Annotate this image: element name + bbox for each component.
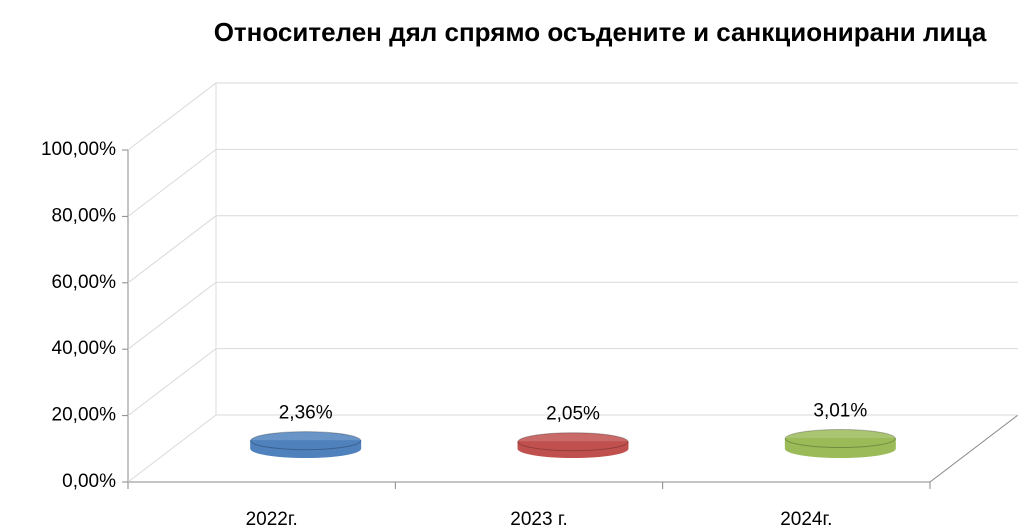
x-tick-label: 2022г.	[246, 509, 298, 526]
y-tick-label: 0,00%	[62, 471, 116, 492]
chart-title: Относителен дял спрямо осъдените и санкц…	[213, 17, 987, 47]
grid-line	[127, 148, 1018, 217]
grid-line	[127, 281, 1018, 350]
bar	[784, 429, 896, 458]
y-tick-label: 60,00%	[52, 272, 117, 293]
y-tick-label: 20,00%	[52, 405, 117, 426]
grid-line	[127, 414, 1018, 483]
grid-line	[127, 348, 1018, 416]
value-label: 3,01%	[813, 401, 867, 422]
bar-top	[517, 432, 629, 452]
y-tick-label: 80,00%	[52, 205, 117, 226]
y-tick-label: 100,00%	[41, 139, 116, 160]
bar-top	[250, 431, 362, 451]
x-tick-label: 2023 г.	[510, 509, 567, 526]
bar	[517, 432, 629, 458]
grid-line	[127, 82, 1018, 151]
bar-top	[784, 429, 896, 449]
value-label: 2,36%	[279, 403, 333, 424]
grid-line	[127, 215, 1018, 284]
value-label: 2,05%	[546, 404, 600, 425]
y-tick-label: 40,00%	[52, 338, 117, 359]
bar	[250, 431, 362, 458]
x-tick-label: 2024г.	[780, 509, 832, 526]
